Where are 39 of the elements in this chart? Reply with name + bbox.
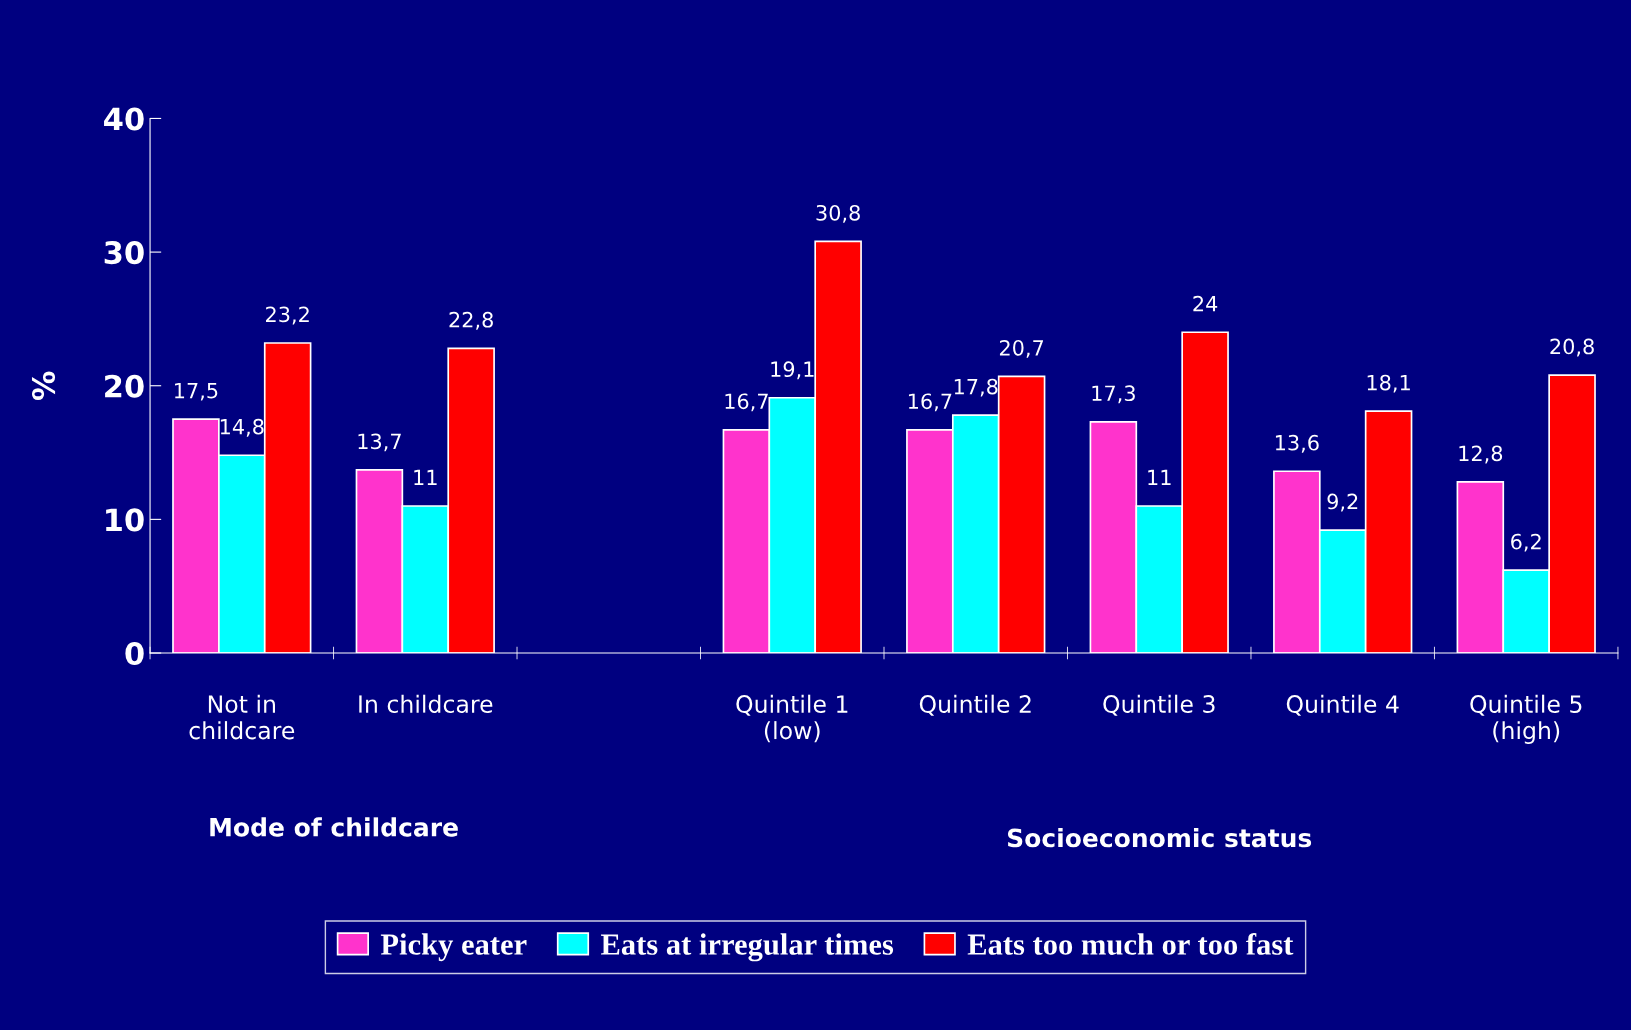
- data-label: 13,7: [358, 433, 401, 452]
- y-tick-label: 0: [125, 641, 144, 666]
- data-label: 6,2: [1511, 533, 1541, 552]
- data-label: 12,8: [1459, 445, 1503, 464]
- data-label: 9,2: [1327, 493, 1358, 512]
- data-label: 16,7: [908, 393, 952, 412]
- data-label: 20,7: [999, 339, 1044, 358]
- x-tick-label: Not in childcare: [189, 694, 295, 740]
- y-tick-label: 30: [104, 241, 144, 265]
- legend-label: Eats at irregular times: [601, 933, 894, 962]
- data-label: 11: [414, 469, 437, 486]
- x-tick-label: Quintile 1 (low): [736, 694, 848, 743]
- x-tick-label: In childcare: [359, 694, 493, 713]
- y-tick-label: 20: [105, 374, 144, 398]
- text: Mode of childcare: [210, 817, 458, 837]
- x-tick-label: Quintile 3: [1103, 694, 1215, 716]
- data-label: 20,8: [1550, 338, 1594, 357]
- y-tick-label: 10: [106, 508, 144, 532]
- x-tick-label: Quintile 4: [1286, 694, 1399, 716]
- y-axis-title: %: [31, 371, 56, 401]
- x-tick-label: Quintile 5 (high): [1470, 694, 1582, 744]
- data-label: 17,3: [1092, 385, 1135, 404]
- legend-label: Eats too much or too fast: [967, 933, 1294, 955]
- y-tick-label: 40: [104, 107, 144, 131]
- data-label: 17,5: [175, 382, 218, 401]
- data-label: 17,8: [954, 378, 998, 397]
- data-label: 24: [1193, 295, 1218, 312]
- data-label: 16,7: [725, 393, 768, 412]
- data-label: 23,2: [266, 306, 309, 325]
- legend-label: Picky eater: [380, 933, 527, 962]
- data-label: 22,8: [449, 311, 493, 330]
- text: Socioeconomic status: [1007, 828, 1312, 848]
- data-label: 18,1: [1367, 374, 1410, 393]
- data-label: 11: [1148, 469, 1171, 486]
- x-tick-label: Quintile 2: [919, 694, 1031, 716]
- data-label: 13,6: [1275, 434, 1319, 453]
- data-label: 14,8: [220, 418, 264, 437]
- data-label: 30,8: [816, 204, 860, 223]
- data-label: 19,1: [771, 361, 814, 380]
